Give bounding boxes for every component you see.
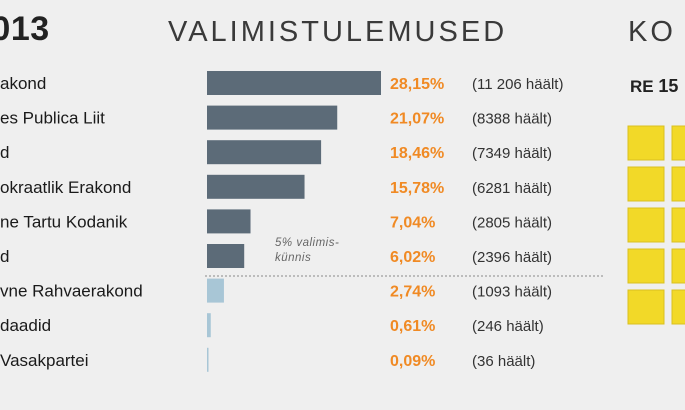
percent-label: 0,09%	[390, 353, 435, 370]
bars-layer: akond 28,15% (11 206 häält) es Publica Liit…	[0, 71, 563, 372]
year-heading: 2013	[0, 10, 50, 48]
party-label: akond	[0, 74, 46, 93]
seat-party-label: RE 15	[630, 76, 678, 97]
seat-square	[627, 166, 665, 202]
seat-square	[671, 207, 685, 243]
seat-square	[627, 125, 665, 161]
percent-label: 6,02%	[390, 249, 435, 266]
votes-label: (246 häält)	[472, 318, 544, 335]
threshold-label-line1: 5% valimis-	[275, 237, 339, 249]
result-bar	[207, 105, 338, 130]
party-label: vne Rahvaerakond	[0, 282, 143, 301]
seat-square	[671, 289, 685, 325]
votes-label: (1093 häält)	[472, 284, 552, 301]
result-bar	[207, 209, 251, 234]
votes-label: (7349 häält)	[472, 145, 552, 162]
percent-label: 28,15%	[390, 76, 444, 93]
result-bar	[207, 313, 211, 338]
percent-label: 2,74%	[390, 284, 435, 301]
seat-party-name: RE	[630, 77, 654, 96]
seat-square	[627, 289, 665, 325]
seat-square	[671, 125, 685, 161]
percent-label: 15,78%	[390, 180, 444, 197]
party-label: d	[0, 247, 9, 266]
percent-label: 7,04%	[390, 214, 435, 231]
result-bar	[207, 174, 305, 199]
result-bar	[207, 347, 209, 372]
section-title: VALIMISTULEMUSED	[168, 16, 508, 48]
seat-square	[671, 166, 685, 202]
seat-grid	[627, 125, 685, 325]
party-label: es Publica Liit	[0, 109, 105, 128]
seat-square	[627, 248, 665, 284]
seat-square	[671, 248, 685, 284]
result-bar	[207, 244, 245, 268]
votes-label: (2396 häält)	[472, 249, 552, 266]
percent-label: 18,46%	[390, 145, 444, 162]
party-label: daadid	[0, 316, 51, 335]
threshold-label-line2: künnis	[275, 252, 311, 264]
result-bar	[207, 278, 224, 303]
votes-label: (2805 häält)	[472, 214, 552, 231]
party-label: d	[0, 143, 9, 162]
percent-label: 0,61%	[390, 318, 435, 335]
percent-label: 21,07%	[390, 111, 444, 128]
seat-square	[627, 207, 665, 243]
party-label: okraatlik Erakond	[0, 178, 131, 197]
seat-party-count: 15	[658, 76, 679, 96]
result-bar	[207, 140, 322, 165]
votes-label: (8388 häält)	[472, 111, 552, 128]
right-section-title: KO	[628, 16, 676, 48]
votes-label: (11 206 häält)	[472, 76, 563, 93]
party-label: Vasakpartei	[0, 351, 89, 370]
result-bar	[207, 71, 381, 95]
votes-label: (6281 häält)	[472, 180, 552, 197]
votes-label: (36 häält)	[472, 353, 535, 370]
party-label: ne Tartu Kodanik	[0, 212, 128, 231]
